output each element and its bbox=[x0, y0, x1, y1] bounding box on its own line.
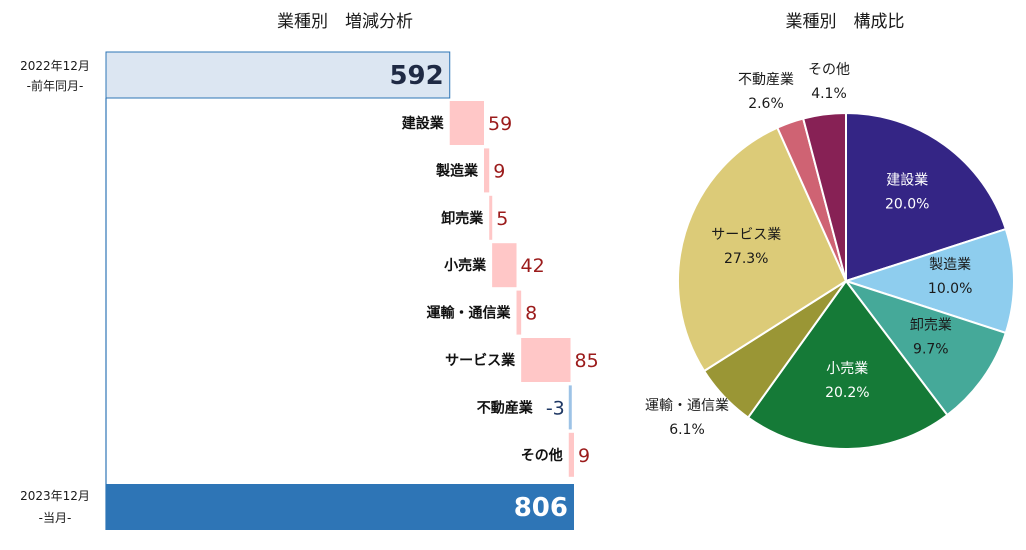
slice-name-label: 不動産業 bbox=[738, 72, 794, 88]
category-label: 運輸・通信業 bbox=[427, 305, 512, 322]
category-label: 建設業 bbox=[402, 115, 445, 132]
delta-value-label: 8 bbox=[525, 303, 537, 325]
bar-delta bbox=[521, 338, 571, 382]
category-label: 不動産業 bbox=[477, 399, 534, 416]
slice-percent-label: 2.6% bbox=[748, 96, 784, 112]
waterfall-title: 業種別 増減分析 bbox=[277, 12, 413, 32]
category-label: その他 bbox=[521, 447, 563, 464]
start-label-note: -前年同月- bbox=[27, 78, 84, 93]
slice-percent-label: 6.1% bbox=[669, 422, 705, 438]
delta-value-label: 59 bbox=[488, 113, 512, 135]
delta-value-label: -3 bbox=[546, 397, 565, 419]
delta-value-label: 5 bbox=[496, 208, 508, 230]
slice-percent-label: 9.7% bbox=[913, 341, 949, 357]
slice-name-label: 運輸・通信業 bbox=[645, 398, 729, 414]
waterfall-chart: 業種別 増減分析 592 2022年12月 -前年同月- 建設業 59 製造業 9 卸売業 5 小… bbox=[20, 12, 599, 530]
slice-name-label: 建設業 bbox=[886, 173, 928, 189]
slice-percent-label: 4.1% bbox=[811, 86, 847, 102]
end-label-date: 2023年12月 bbox=[20, 489, 90, 503]
bar-delta bbox=[516, 290, 522, 335]
slice-percent-label: 20.2% bbox=[825, 385, 869, 401]
pie-slice bbox=[801, 111, 847, 282]
bar-delta bbox=[489, 195, 493, 240]
slice-percent-label: 20.0% bbox=[885, 197, 929, 213]
end-label-note: -当月- bbox=[39, 511, 72, 525]
slice-name-label: 製造業 bbox=[929, 257, 971, 273]
category-label: 卸売業 bbox=[441, 210, 484, 227]
bar-end bbox=[106, 484, 574, 530]
bar-delta bbox=[492, 243, 517, 288]
bar-delta bbox=[484, 148, 490, 193]
bar-start-value: 592 bbox=[389, 61, 443, 91]
slice-name-label: 小売業 bbox=[826, 361, 868, 377]
slice-name-label: その他 bbox=[808, 62, 850, 78]
pie-slice bbox=[842, 227, 1016, 335]
bar-delta bbox=[449, 101, 484, 145]
start-label-date: 2022年12月 bbox=[20, 59, 90, 73]
pie-slice bbox=[845, 111, 1008, 283]
pie-slice bbox=[843, 279, 1008, 417]
delta-value-label: 9 bbox=[493, 160, 505, 182]
bar-delta bbox=[568, 432, 574, 477]
delta-value-label: 85 bbox=[575, 350, 599, 372]
slice-name-label: 卸売業 bbox=[910, 317, 952, 333]
pie-title: 業種別 構成比 bbox=[786, 12, 905, 32]
bar-start bbox=[105, 51, 451, 99]
pie-slice bbox=[746, 279, 949, 450]
delta-value-label: 9 bbox=[578, 445, 590, 467]
bar-end-value: 806 bbox=[514, 493, 568, 523]
slice-percent-label: 10.0% bbox=[928, 281, 972, 297]
category-label: 小売業 bbox=[444, 257, 487, 274]
pie-chart: 業種別 構成比 建設業 20.0% 製造業 10.0% 卸売業 9.7% 小売業 20.2% 運… bbox=[645, 12, 1016, 450]
category-label: サービス業 bbox=[445, 352, 516, 369]
slice-percent-label: 27.3% bbox=[724, 251, 768, 267]
delta-value-label: 42 bbox=[521, 255, 545, 277]
slice-name-label: サービス業 bbox=[711, 227, 781, 243]
category-label: 製造業 bbox=[435, 162, 479, 179]
bar-delta bbox=[568, 385, 572, 430]
